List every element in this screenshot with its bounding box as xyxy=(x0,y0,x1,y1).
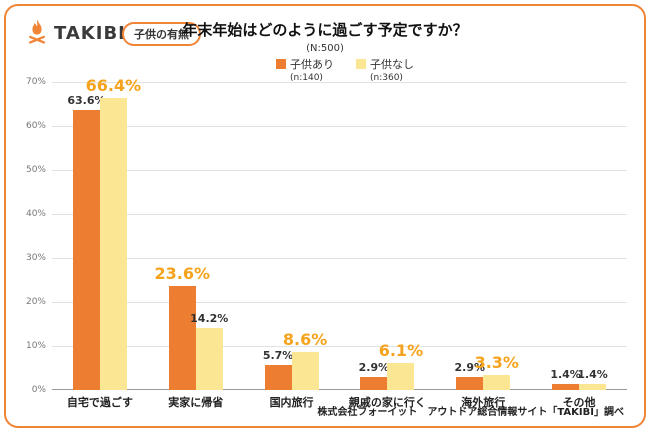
bar-子供なし-自宅で過ごす xyxy=(99,97,127,390)
bar-子供あり-国内旅行 xyxy=(264,364,292,390)
y-tick-30%: 30% xyxy=(25,253,46,263)
gridline-60% xyxy=(52,126,627,127)
bar-value-label-子供なし-その他: 1.4% xyxy=(577,367,608,381)
category-label-海外旅行: 海外旅行 xyxy=(461,396,506,409)
plot-area: 0% 10% 20% 30% 40% 50% 60% 70% 63.6% 66.4% 自宅で過ごす 2… xyxy=(26,76,627,409)
bar-子供なし-親戚の家に行く xyxy=(387,363,415,390)
infographic-card: TAKIBI 子供の有無 年末年始はどのように過ごす予定ですか？ (N:500)… xyxy=(4,4,646,428)
bar-子供あり-実家に帰省 xyxy=(168,286,196,390)
category-label-自宅で過ごす: 自宅で過ごす xyxy=(66,396,133,409)
legend-label-child-yes: 子供あり xyxy=(290,58,334,71)
bar-value-label-子供なし-海外旅行: 3.3% xyxy=(474,353,519,373)
legend-n-child-yes: (n:140) xyxy=(290,73,323,83)
campfire-icon xyxy=(26,18,48,48)
takibi-logo: TAKIBI xyxy=(26,18,126,48)
bar-子供あり-海外旅行 xyxy=(456,377,484,390)
category-label-親戚の家に行く: 親戚の家に行く xyxy=(348,396,426,409)
gridline-50% xyxy=(52,170,627,171)
bar-value-label-子供あり-その他: 1.4% xyxy=(550,367,581,381)
bar-value-label-子供あり-海外旅行: 2.9% xyxy=(454,361,485,375)
source-credit: 株式会社フォーイット アウトドア総合情報サイト「TAKIBI」調べ xyxy=(317,407,624,418)
bar-子供なし-その他 xyxy=(579,383,607,390)
y-tick-0%: 0% xyxy=(31,385,46,395)
category-label-国内旅行: 国内旅行 xyxy=(269,396,314,409)
gridline-30% xyxy=(52,258,627,259)
legend-swatch-child-no xyxy=(356,59,366,69)
legend: 子供あり (n:140) 子供なし (n:360) xyxy=(276,56,414,83)
bar-子供あり-その他 xyxy=(552,383,580,390)
bar-value-label-子供なし-親戚の家に行く: 6.1% xyxy=(378,341,424,361)
x-axis-baseline xyxy=(52,389,627,390)
bar-value-label-子供あり-実家に帰省: 23.6% xyxy=(154,264,210,284)
bar-子供あり-親戚の家に行く xyxy=(360,377,388,390)
gridline-10% xyxy=(52,346,627,347)
chart-title: 年末年始はどのように過ごす予定ですか？ xyxy=(182,21,468,39)
y-tick-20%: 20% xyxy=(25,297,46,307)
y-tick-10%: 10% xyxy=(25,341,46,351)
bar-子供あり-自宅で過ごす xyxy=(72,110,100,390)
bar-value-label-子供なし-実家に帰省: 14.2% xyxy=(190,311,229,325)
gridline-20% xyxy=(52,302,627,303)
y-tick-60%: 60% xyxy=(25,121,46,131)
category-label-実家に帰省: 実家に帰省 xyxy=(168,396,224,409)
sample-size-label: (N:500) xyxy=(306,43,344,54)
legend-n-child-no: (n:360) xyxy=(370,73,403,83)
bar-子供なし-国内旅行 xyxy=(291,352,319,390)
bar-value-label-子供なし-自宅で過ごす: 66.4% xyxy=(85,75,142,95)
y-tick-40%: 40% xyxy=(25,209,46,219)
gridline-70% xyxy=(52,82,627,83)
legend-item-child-no: 子供なし (n:360) xyxy=(356,56,414,83)
bar-子供なし-実家に帰省 xyxy=(195,327,223,390)
bar-子供なし-海外旅行 xyxy=(483,375,511,390)
legend-item-child-yes: 子供あり (n:140) xyxy=(276,56,334,83)
gridline-40% xyxy=(52,214,627,215)
legend-swatch-child-yes xyxy=(276,59,286,69)
category-label-その他: その他 xyxy=(562,396,596,409)
y-tick-50%: 50% xyxy=(25,165,46,175)
bar-value-label-子供あり-自宅で過ごす: 63.6% xyxy=(67,94,106,108)
bar-value-label-子供あり-親戚の家に行く: 2.9% xyxy=(358,361,390,375)
y-tick-70%: 70% xyxy=(25,77,46,87)
logo-wordmark: TAKIBI xyxy=(54,22,126,44)
topic-badge: 子供の有無 xyxy=(122,22,201,46)
legend-label-child-no: 子供なし xyxy=(370,58,414,71)
bar-value-label-子供あり-国内旅行: 5.7% xyxy=(262,348,294,362)
bar-value-label-子供なし-国内旅行: 8.6% xyxy=(282,330,328,350)
